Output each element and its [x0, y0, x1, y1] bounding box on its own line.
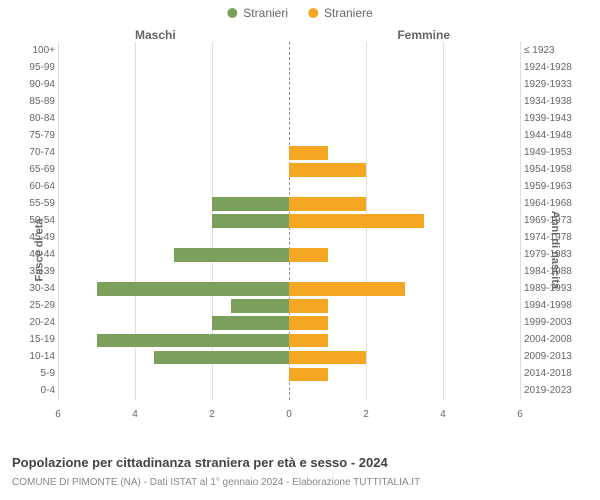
birth-year-label: 1929-1933 [524, 79, 599, 90]
birth-year-label: 1979-1983 [524, 249, 599, 260]
age-label: 50-54 [0, 215, 55, 226]
header-female: Femmine [397, 28, 450, 42]
birth-year-label: 1934-1938 [524, 96, 599, 107]
age-label: 35-39 [0, 266, 55, 277]
birth-year-label: 2009-2013 [524, 351, 599, 362]
age-label: 100+ [0, 45, 55, 56]
age-label: 55-59 [0, 198, 55, 209]
bar-male [97, 282, 290, 296]
birth-year-label: 1999-2003 [524, 317, 599, 328]
birth-year-label: 1984-1988 [524, 266, 599, 277]
age-label: 25-29 [0, 300, 55, 311]
chart-container: Stranieri Straniere Maschi Femmine Fasce… [0, 0, 600, 500]
birth-year-label: 1994-1998 [524, 300, 599, 311]
birth-year-label: 1959-1963 [524, 181, 599, 192]
age-label: 10-14 [0, 351, 55, 362]
bar-female [289, 368, 328, 382]
age-label: 85-89 [0, 96, 55, 107]
birth-year-label: 1989-1993 [524, 283, 599, 294]
x-tick: 2 [209, 409, 215, 420]
legend-item-male: Stranieri [227, 6, 288, 20]
legend-label-female: Straniere [324, 6, 373, 20]
age-label: 45-49 [0, 232, 55, 243]
age-label: 0-4 [0, 385, 55, 396]
x-tick: 0 [286, 409, 292, 420]
bar-female [289, 282, 405, 296]
x-tick: 4 [440, 409, 446, 420]
age-label: 70-74 [0, 147, 55, 158]
legend-dot-female [308, 8, 318, 18]
bar-male [212, 214, 289, 228]
legend-dot-male [227, 8, 237, 18]
birth-year-label: 1969-1973 [524, 215, 599, 226]
x-tick: 6 [517, 409, 523, 420]
bar-male [212, 197, 289, 211]
birth-year-label: 1944-1948 [524, 130, 599, 141]
bar-male [231, 299, 289, 313]
birth-year-label: 2004-2008 [524, 334, 599, 345]
chart-area: 6420246100+≤ 192395-991924-192890-941929… [58, 42, 520, 420]
x-tick: 4 [132, 409, 138, 420]
age-label: 60-64 [0, 181, 55, 192]
bar-female [289, 163, 366, 177]
bar-male [97, 334, 290, 348]
age-label: 30-34 [0, 283, 55, 294]
birth-year-label: 1949-1953 [524, 147, 599, 158]
bar-female [289, 351, 366, 365]
bar-male [154, 351, 289, 365]
grid-line [443, 42, 444, 400]
birth-year-label: 1924-1928 [524, 62, 599, 73]
chart-title: Popolazione per cittadinanza straniera p… [12, 455, 388, 470]
grid-line [520, 42, 521, 400]
bar-female [289, 334, 328, 348]
birth-year-label: 1939-1943 [524, 113, 599, 124]
birth-year-label: 2019-2023 [524, 385, 599, 396]
bar-female [289, 197, 366, 211]
bar-female [289, 248, 328, 262]
age-label: 15-19 [0, 334, 55, 345]
age-label: 90-94 [0, 79, 55, 90]
legend-item-female: Straniere [308, 6, 373, 20]
chart-subtitle: COMUNE DI PIMONTE (NA) - Dati ISTAT al 1… [12, 477, 420, 488]
age-label: 65-69 [0, 164, 55, 175]
age-label: 75-79 [0, 130, 55, 141]
birth-year-label: 1964-1968 [524, 198, 599, 209]
x-tick: 2 [363, 409, 369, 420]
birth-year-label: 2014-2018 [524, 368, 599, 379]
bar-female [289, 146, 328, 160]
bar-female [289, 316, 328, 330]
grid-line [58, 42, 59, 400]
bar-male [174, 248, 290, 262]
bar-female [289, 214, 424, 228]
age-label: 20-24 [0, 317, 55, 328]
age-label: 80-84 [0, 113, 55, 124]
bar-female [289, 299, 328, 313]
legend: Stranieri Straniere [227, 6, 372, 20]
legend-label-male: Stranieri [243, 6, 288, 20]
age-label: 5-9 [0, 368, 55, 379]
birth-year-label: 1954-1958 [524, 164, 599, 175]
header-male: Maschi [135, 28, 176, 42]
x-tick: 6 [55, 409, 61, 420]
age-label: 40-44 [0, 249, 55, 260]
birth-year-label: 1974-1978 [524, 232, 599, 243]
bar-male [212, 316, 289, 330]
birth-year-label: ≤ 1923 [524, 45, 599, 56]
age-label: 95-99 [0, 62, 55, 73]
